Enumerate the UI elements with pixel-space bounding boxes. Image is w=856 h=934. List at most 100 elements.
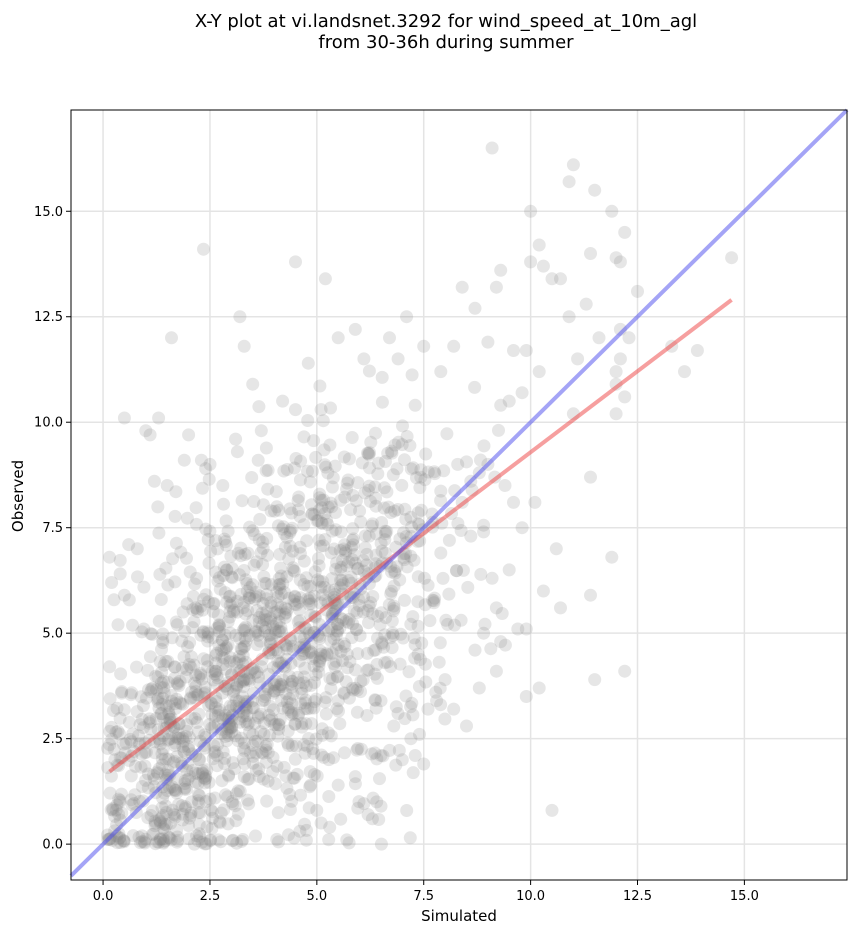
data-point xyxy=(566,158,580,172)
data-point xyxy=(211,833,225,847)
data-point xyxy=(167,756,180,770)
data-point xyxy=(238,607,252,621)
data-point xyxy=(292,676,306,690)
data-point xyxy=(250,665,264,679)
data-point xyxy=(288,597,302,611)
data-point xyxy=(302,801,316,815)
data-point xyxy=(273,547,287,561)
data-point xyxy=(360,558,374,572)
data-point xyxy=(415,636,429,650)
data-point xyxy=(227,655,241,669)
data-point xyxy=(212,705,226,719)
data-point xyxy=(248,666,262,680)
data-point xyxy=(295,716,308,730)
data-point xyxy=(337,686,351,700)
data-point xyxy=(220,734,234,748)
data-point xyxy=(291,670,305,684)
data-point xyxy=(270,585,284,599)
data-point xyxy=(400,804,414,817)
data-point xyxy=(116,737,130,751)
data-point xyxy=(392,743,406,757)
data-point xyxy=(515,521,529,535)
data-point xyxy=(233,784,247,798)
data-point xyxy=(489,280,503,294)
data-point xyxy=(162,699,176,713)
data-point xyxy=(413,653,427,666)
data-point xyxy=(174,545,188,559)
data-point xyxy=(406,610,420,624)
data-point xyxy=(154,832,167,846)
data-point xyxy=(188,577,202,591)
data-point xyxy=(423,614,437,628)
data-point xyxy=(236,675,250,689)
data-point xyxy=(331,331,345,345)
data-point xyxy=(361,447,375,460)
data-point xyxy=(181,757,195,771)
data-point xyxy=(325,646,339,660)
data-point xyxy=(366,791,380,805)
data-point xyxy=(229,681,243,695)
data-point xyxy=(330,617,344,631)
data-point xyxy=(344,570,358,584)
data-point xyxy=(104,769,118,783)
data-point xyxy=(312,665,326,679)
data-point xyxy=(139,832,153,846)
data-point xyxy=(304,579,318,593)
data-point xyxy=(256,746,270,760)
data-point xyxy=(243,581,257,594)
data-point xyxy=(678,365,691,379)
data-point xyxy=(238,639,252,653)
data-point xyxy=(278,586,291,599)
data-point xyxy=(354,674,368,688)
data-point xyxy=(225,596,239,610)
data-point xyxy=(456,563,470,577)
data-point xyxy=(387,602,401,615)
data-point xyxy=(398,593,411,607)
data-point xyxy=(303,637,317,650)
data-point xyxy=(151,691,165,705)
data-point xyxy=(368,667,382,681)
data-point xyxy=(152,526,166,540)
data-point xyxy=(153,815,167,829)
data-point xyxy=(260,738,274,751)
data-point xyxy=(245,701,259,715)
data-point xyxy=(280,695,294,709)
data-point xyxy=(331,625,344,638)
data-point xyxy=(243,520,257,534)
data-point xyxy=(235,494,249,508)
data-point xyxy=(375,636,389,649)
data-point xyxy=(272,578,286,592)
data-point xyxy=(316,588,330,602)
data-point xyxy=(387,604,400,618)
data-point xyxy=(176,807,190,821)
data-point xyxy=(293,473,307,487)
data-point xyxy=(271,654,285,668)
data-point xyxy=(145,627,159,641)
data-point xyxy=(372,813,386,826)
data-point xyxy=(321,500,335,514)
data-point xyxy=(103,660,117,674)
data-point xyxy=(204,696,218,710)
data-point xyxy=(350,623,364,637)
data-point xyxy=(330,556,344,570)
data-point xyxy=(192,796,206,810)
data-point xyxy=(549,542,563,556)
data-point xyxy=(269,626,283,640)
data-point xyxy=(282,669,296,683)
data-point xyxy=(318,580,331,594)
data-point xyxy=(161,578,175,592)
data-point xyxy=(269,718,283,731)
data-point xyxy=(631,284,644,298)
data-point xyxy=(209,565,223,579)
data-point xyxy=(209,656,223,670)
data-point xyxy=(247,495,261,508)
data-point xyxy=(103,550,116,564)
data-point xyxy=(261,746,275,760)
data-point xyxy=(299,717,313,731)
data-points xyxy=(101,141,739,851)
data-point xyxy=(138,836,152,850)
data-point xyxy=(313,644,327,658)
data-point xyxy=(334,493,348,507)
data-point xyxy=(184,806,198,820)
data-point xyxy=(234,541,248,555)
